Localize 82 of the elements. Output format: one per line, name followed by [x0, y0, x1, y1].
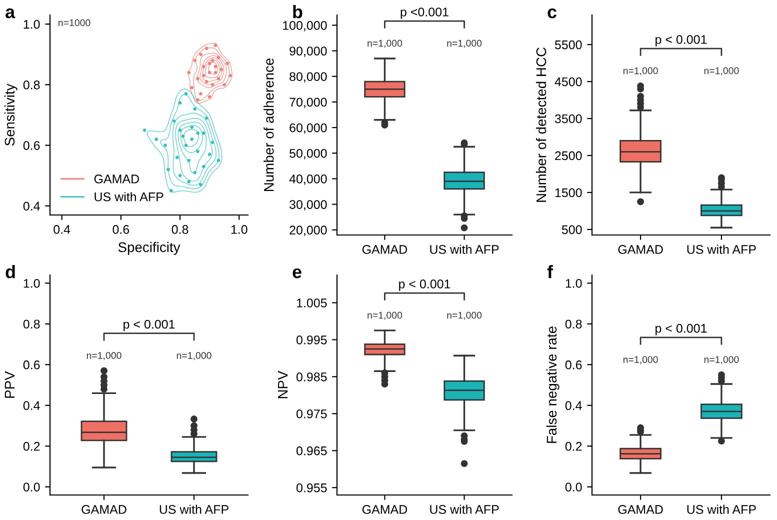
y-tick-label: 0.6: [23, 360, 40, 370]
annotation: n=1,000: [368, 40, 402, 48]
annotation: n=1,000: [704, 67, 739, 76]
y-tick-label: 1500: [555, 188, 582, 198]
y-tick-label: 0.8: [565, 320, 582, 329]
annotation: p < 0.001: [124, 320, 175, 332]
x-tick-label: US with AFP: [430, 504, 499, 514]
y-tick-label: 500: [562, 225, 582, 234]
x-tick-label: GAMAD: [618, 245, 663, 254]
y-tick-label: 30,000: [290, 200, 327, 210]
y-axis-title: Number of adherence: [264, 58, 274, 192]
y-axis-title: Sensitivity: [4, 84, 18, 146]
chart-title: e: [292, 268, 302, 278]
y-tick-label: 0.8: [23, 80, 40, 90]
annotation: n=1,000: [447, 312, 482, 320]
annotation: p <0.001: [400, 8, 448, 19]
y-tick-label: 1.0: [566, 278, 582, 288]
y-tick-label: 70,000: [290, 98, 327, 108]
x-tick-label: 0.6: [112, 225, 130, 234]
y-tick-label: 90,000: [290, 46, 327, 57]
x-tick-label: GAMAD: [82, 505, 126, 514]
y-tick-label: 0.4: [23, 202, 40, 211]
annotation: p < 0.001: [656, 324, 707, 336]
chart-title: d: [6, 265, 15, 278]
x-tick-label: GAMAD: [362, 505, 408, 514]
y-tick-label: 0.6: [565, 360, 582, 370]
y-tick-label: 1.005: [296, 298, 327, 308]
x-tick-label: GAMAD: [618, 505, 663, 514]
x-axis-title: Specificity: [118, 242, 180, 255]
legend-label: US with AFP: [94, 192, 164, 202]
y-tick-label: 2500: [555, 151, 582, 160]
y-tick-label: 0.995: [296, 336, 327, 344]
annotation: n=1,000: [447, 40, 482, 48]
y-tick-label: 100,000: [283, 21, 327, 32]
y-axis-title: Number of detected HCC: [536, 48, 546, 202]
annotation: p < 0.001: [399, 280, 450, 291]
y-tick-label: 0.0: [23, 482, 40, 492]
y-tick-label: 0.975: [296, 409, 327, 418]
y-tick-label: 0.4: [23, 401, 40, 410]
x-tick-label: US with AFP: [687, 244, 756, 254]
y-tick-label: 0.2: [565, 442, 582, 451]
y-tick-label: 60,000: [290, 123, 327, 134]
annotation: n=1,000: [623, 67, 658, 76]
y-tick-label: 5500: [554, 40, 582, 50]
y-tick-label: 0.4: [565, 401, 582, 410]
annotation: n=1,000: [368, 312, 402, 320]
y-tick-label: 0.0: [565, 482, 582, 492]
chart-title: b: [293, 5, 302, 18]
annotation: n=1,000: [704, 356, 739, 364]
x-tick-label: US with AFP: [687, 504, 756, 514]
y-tick-label: 0.965: [296, 446, 327, 456]
y-axis-title: False negative rate: [546, 326, 560, 443]
x-tick-label: 0.8: [172, 225, 188, 234]
x-tick-label: GAMAD: [362, 245, 408, 254]
chart-title: c: [548, 8, 557, 18]
x-tick-label: US with AFP: [160, 504, 228, 514]
annotation: n=1,000: [176, 352, 212, 360]
annotation: p < 0.001: [656, 35, 707, 46]
x-tick-label: 0.4: [54, 225, 70, 234]
y-tick-label: 3500: [554, 114, 582, 124]
annotation: n=1000: [58, 19, 90, 26]
y-tick-label: 0.985: [296, 372, 327, 382]
y-tick-label: 0.955: [296, 483, 327, 492]
x-tick-label: US with AFP: [430, 244, 499, 254]
y-axis-title: NPV: [278, 370, 288, 398]
legend-label: GAMAD: [94, 174, 139, 184]
y-tick-label: 4500: [554, 77, 582, 86]
y-tick-label: 80,000: [290, 72, 327, 83]
y-tick-label: 0.2: [23, 442, 40, 451]
y-tick-label: 0.6: [23, 141, 40, 150]
y-tick-label: 0.8: [23, 320, 40, 329]
chart-title: f: [547, 265, 554, 278]
x-tick-label: 1.0: [231, 225, 248, 234]
y-tick-label: 40,000: [289, 174, 327, 185]
chart-title: a: [6, 8, 16, 18]
annotation: n=1,000: [86, 352, 122, 360]
y-tick-label: 50,000: [290, 148, 327, 160]
y-axis-title: PPV: [4, 371, 14, 398]
y-tick-label: 20,000: [290, 226, 327, 236]
y-tick-label: 1.0: [24, 278, 40, 288]
y-tick-label: 1.0: [24, 20, 40, 29]
annotation: n=1,000: [623, 356, 658, 364]
